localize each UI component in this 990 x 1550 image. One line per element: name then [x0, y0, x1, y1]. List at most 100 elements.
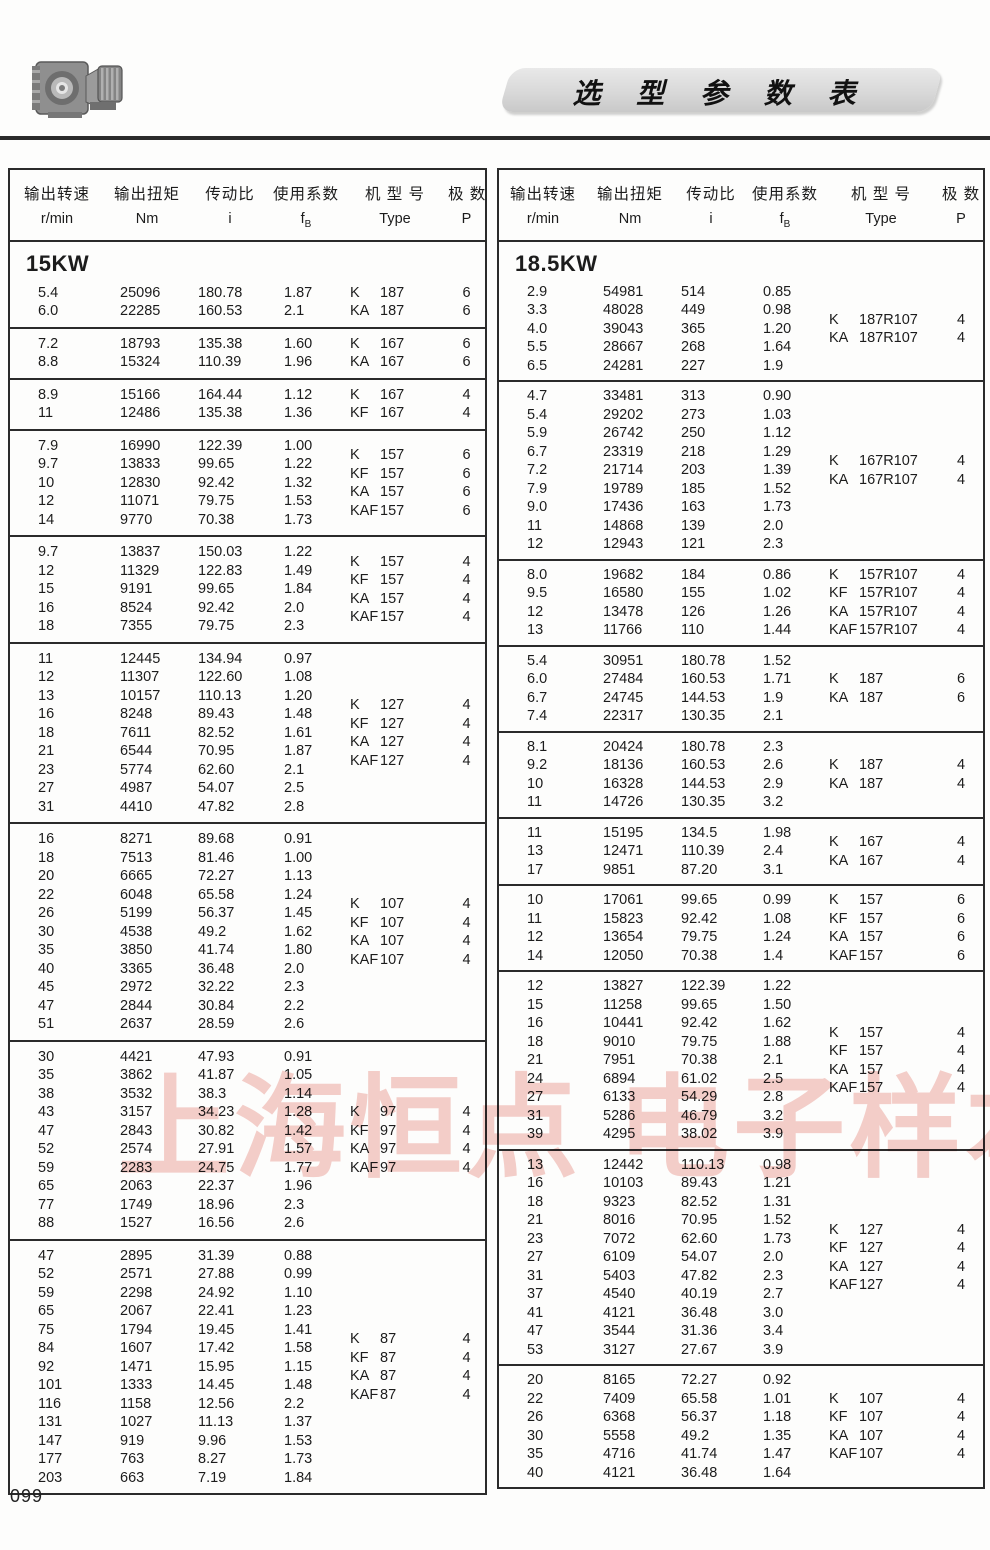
speed-torque-rows: 16 8271 89.68 0.91 18 7513 81.46 1.00 20 6665 72.2…	[10, 830, 342, 1034]
cell-output-speed: 47	[527, 1323, 544, 1340]
cell-output-speed: 40	[38, 960, 55, 977]
cell-output-torque: 54981	[603, 283, 644, 300]
table-row: 4.0 39043 365 1.20	[499, 320, 821, 339]
cell-poles: 4	[956, 603, 966, 620]
table-row: 16 8524 92.42 2.0	[10, 599, 342, 618]
cell-service-factor: 1.87	[284, 284, 313, 301]
column-label: 极 数	[941, 186, 981, 203]
cell-ratio: 70.95	[198, 743, 235, 760]
model-number: 127	[859, 1258, 884, 1275]
cell-output-torque: 2843	[120, 1122, 153, 1139]
speed-torque-rows: 2.9 54981 514 0.85 3.3 48028 449 0.98 4.0 39043 36…	[499, 283, 821, 376]
model-number: 157	[380, 484, 405, 501]
gearbox-logo-image	[32, 61, 123, 118]
cell-service-factor: 0.97	[284, 650, 313, 667]
model-number: 157	[859, 910, 884, 927]
cell-model-type: K 167	[821, 833, 941, 852]
table-row: 35 4716 41.74 1.47	[499, 1445, 821, 1464]
model-number: 107	[859, 1427, 884, 1444]
model-prefix: K	[350, 1104, 360, 1121]
cell-output-torque: 9323	[603, 1193, 636, 1210]
header-rule	[0, 136, 990, 140]
model-prefix: KF	[350, 715, 369, 732]
cell-model-type: KAF 97	[342, 1159, 448, 1178]
table-row: 11 15195 134.5 1.98	[499, 824, 821, 843]
cell-ratio: 30.84	[198, 997, 235, 1014]
cell-model-type: KF 107	[342, 914, 448, 933]
type-pole-row: K 187 6	[821, 670, 981, 689]
type-pole-block: K 127 4 KF 127 4 KA 127 4 KAF 127 4	[342, 650, 485, 817]
table-row: 18 9323 82.52 1.31	[499, 1193, 821, 1212]
cell-output-speed: 47	[38, 997, 55, 1014]
cell-service-factor: 1.42	[284, 1122, 313, 1139]
speed-torque-rows: 8.0 19682 184 0.86 9.5 16580 155 1.02 12 13478 126…	[499, 566, 821, 640]
cell-service-factor: 3.2	[763, 794, 784, 811]
type-pole-row: KA 157 6	[342, 483, 485, 502]
cell-ratio: 121	[681, 536, 706, 553]
cell-service-factor: 1.28	[284, 1104, 313, 1121]
cell-ratio: 250	[681, 425, 706, 442]
type-pole-row: KA 157 4	[342, 590, 485, 609]
cell-ratio: 47.82	[198, 798, 235, 815]
cell-output-speed: 15	[38, 581, 55, 598]
cell-output-speed: 10	[527, 775, 544, 792]
model-number: 167	[859, 852, 884, 869]
cell-ratio: 47.82	[681, 1267, 718, 1284]
column-label: 机 型 号	[850, 186, 912, 203]
type-pole-row: KA 167 4	[821, 852, 981, 871]
cell-output-speed: 20	[527, 1372, 544, 1389]
cell-output-speed: 20	[38, 868, 55, 885]
cell-output-torque: 3157	[120, 1104, 153, 1121]
model-number: 107	[859, 1446, 884, 1463]
cell-model-type: KA 157	[342, 590, 448, 609]
cell-model-type: KA 127	[821, 1258, 941, 1277]
table-row: 5.5 28667 268 1.64	[499, 338, 821, 357]
model-number: 87	[380, 1386, 397, 1403]
cell-output-torque: 6048	[120, 886, 153, 903]
table-row: 43 3157 34.23 1.28	[10, 1103, 342, 1122]
cell-ratio: 110.13	[681, 1156, 725, 1173]
cell-ratio: 79.75	[681, 929, 718, 946]
type-pole-row: KAF 97 4	[342, 1159, 485, 1178]
column-unit: r/min	[40, 211, 74, 227]
cell-ratio: 41.74	[198, 942, 235, 959]
table-row: 7.9 16990 122.39 1.00	[10, 437, 342, 456]
type-pole-row: K 107 4	[821, 1390, 981, 1409]
cell-output-speed: 6.0	[38, 303, 59, 320]
cell-ratio: 180.78	[681, 652, 726, 669]
type-pole-block: K 167R107 4 KA 167R107 4	[821, 387, 981, 554]
cell-ratio: 130.35	[681, 794, 726, 811]
cell-ratio: 46.79	[681, 1107, 718, 1124]
cell-output-torque: 3532	[120, 1085, 153, 1102]
type-pole-row: KAF 87 4	[342, 1386, 485, 1405]
table-row: 3.3 48028 449 0.98	[499, 301, 821, 320]
cell-output-torque: 1158	[120, 1395, 152, 1412]
cell-output-torque: 8016	[603, 1212, 636, 1229]
model-number: 127	[859, 1240, 884, 1257]
table-row: 5.9 26742 250 1.12	[499, 424, 821, 443]
model-prefix: KF	[350, 572, 369, 589]
cell-service-factor: 1.21	[763, 1175, 792, 1192]
page-number: 099	[10, 1486, 44, 1506]
cell-service-factor: 1.45	[284, 905, 313, 922]
cell-ratio: 273	[681, 406, 706, 423]
table-row: 47 2844 30.84 2.2	[10, 997, 342, 1016]
cell-output-torque: 3365	[120, 960, 153, 977]
model-number: 157	[380, 609, 405, 626]
speed-torque-rows: 7.9 16990 122.39 1.00 9.7 13833 99.65 1.22 10 128…	[10, 437, 342, 530]
cell-output-torque: 17061	[603, 892, 644, 909]
cell-service-factor: 2.3	[763, 536, 784, 553]
cell-output-torque: 1607	[120, 1340, 153, 1357]
model-prefix: KA	[350, 484, 370, 501]
column-unit: i	[228, 211, 232, 227]
model-prefix: K	[350, 284, 360, 301]
model-prefix: K	[350, 553, 360, 570]
table-row: 37 4540 40.19 2.7	[499, 1285, 821, 1304]
type-pole-block: K 107 4 KF 107 4 KA 107 4 KAF 107 4	[821, 1371, 981, 1482]
table-row: 2.9 54981 514 0.85	[499, 283, 821, 302]
model-prefix: KAF	[350, 1386, 379, 1403]
cell-output-torque: 6368	[603, 1409, 636, 1426]
cell-service-factor: 2.2	[284, 1395, 305, 1412]
model-number: 127	[380, 752, 405, 769]
table-row: 6.0 27484 160.53 1.71	[499, 670, 821, 689]
